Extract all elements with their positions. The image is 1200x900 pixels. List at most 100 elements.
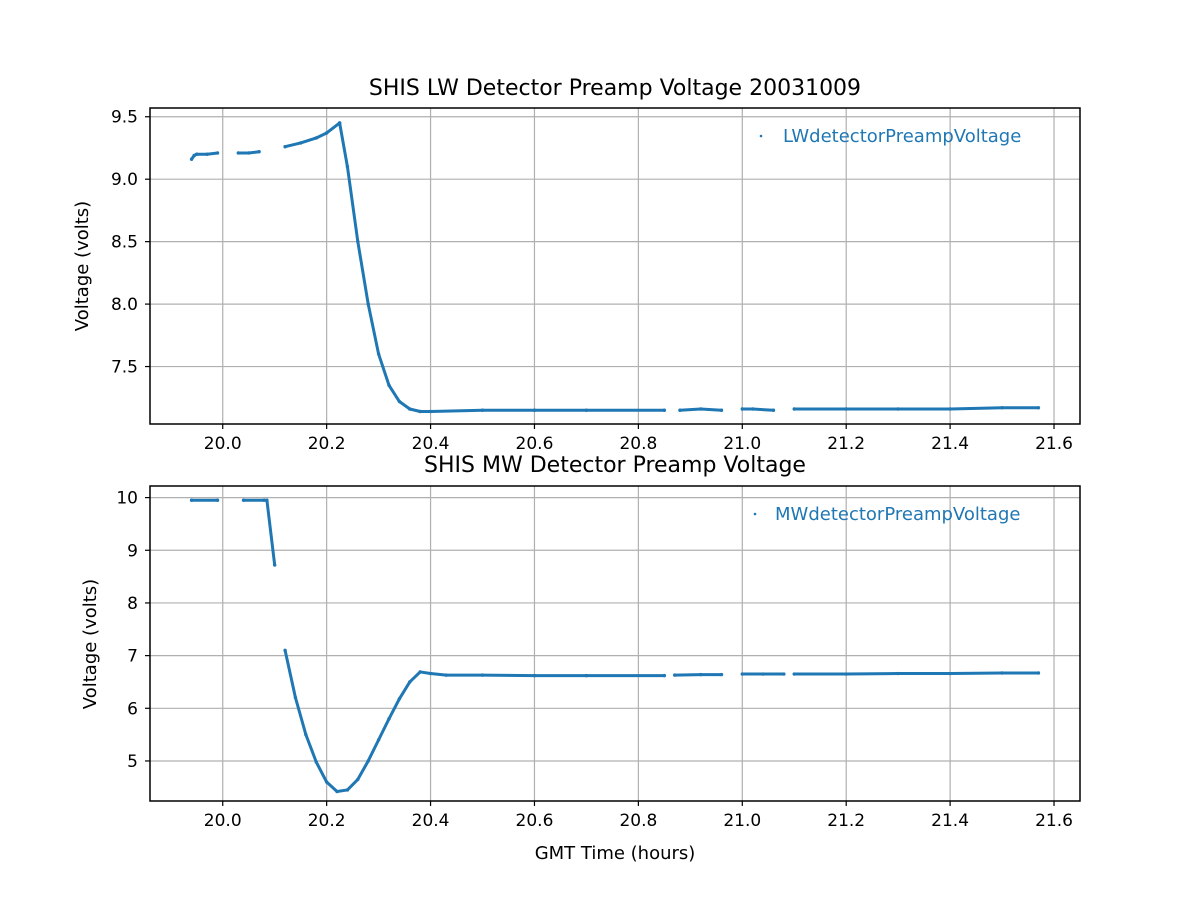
mw-data-trace [418,670,433,676]
lw-y-tick-label: 9.0 [111,170,138,190]
lw-x-tick-label: 21.4 [931,434,969,454]
mw-data-trace [673,673,703,677]
lw-y-tick-label: 8.5 [111,233,138,253]
mw-data-trace [844,672,900,676]
lw-x-tick-label: 21.0 [723,434,761,454]
mw-y-tick-label: 6 [127,699,138,719]
lw-data-point [771,408,776,412]
lw-data-trace [356,240,370,306]
lw-y-axis: 7.5 8.0 8.5 9.0 9.5 [111,108,150,378]
mw-data-trace [265,498,277,567]
lw-data-trace [948,406,1004,411]
lw-data-trace [678,407,703,412]
mw-y-tick-label: 9 [127,541,138,561]
lw-data-trace [408,407,422,414]
lw-data-trace [345,165,360,244]
mw-y-axis: 5 6 7 8 9 10 [116,489,150,772]
mw-data-point [272,563,277,567]
lw-y-tick-label: 9.5 [111,108,138,128]
lw-x-tick-label: 21.2 [827,434,865,454]
mw-grid [150,486,1080,801]
lw-data-point [719,408,724,412]
mw-data-series [189,498,1041,794]
lw-legend: LWdetectorPreampVoltage [759,126,1021,147]
mw-axes-frame [149,485,1081,802]
mw-data-trace [366,738,381,763]
mw-y-tick-label: 7 [127,647,138,667]
mw-data-trace [387,697,401,721]
lw-y-tick-label: 8.0 [111,295,138,315]
lw-data-trace [325,121,342,135]
lw-data-trace [314,131,329,140]
mw-x-tick-label: 20.6 [516,811,554,831]
lw-x-axis: 20.0 20.2 20.4 20.6 20.8 21.0 21.2 21.4 21.6 [204,424,1073,454]
lw-axes-frame [149,107,1081,425]
lw-x-tick-label: 20.0 [204,434,242,454]
lw-legend-marker [759,134,763,138]
mw-x-tick-label: 20.0 [204,811,242,831]
mw-data-point [719,672,724,677]
lw-data-point [215,151,220,155]
mw-data-trace [293,696,308,737]
lw-data-trace [338,121,349,169]
mw-data-point [262,498,267,502]
mw-legend: MWdetectorPreampVoltage [753,504,1020,525]
mw-x-tick-label: 20.8 [619,811,657,831]
mw-data-trace [335,788,349,794]
mw-data-trace [408,670,422,684]
mw-data-trace [283,648,297,700]
lw-x-tick-label: 20.6 [516,434,554,454]
mw-x-tick-label: 21.4 [931,811,969,831]
mw-y-tick-label: 8 [127,594,138,614]
lw-data-trace [247,150,261,155]
lw-data-trace [429,408,485,414]
mw-data-trace [345,777,360,792]
lw-data-trace [699,407,724,412]
mw-data-trace [481,673,536,678]
mw-x-tick-label: 21.0 [723,811,761,831]
lw-x-tick-label: 21.6 [1035,434,1073,454]
mw-data-trace [377,717,391,742]
mw-legend-marker [753,512,757,516]
mw-x-tick-label: 21.6 [1035,811,1073,831]
mw-x-tick-label: 20.2 [308,811,346,831]
mw-data-point [662,673,667,678]
lw-y-axis-label: Voltage (volts) [72,201,93,331]
mw-x-axis-label: GMT Time (hours) [535,843,696,864]
mw-data-trace [948,671,1004,676]
lw-y-tick-label: 7.5 [111,358,138,378]
lw-data-series [189,121,1041,414]
lw-legend-label: LWdetectorPreampVoltage [783,126,1021,147]
lw-subplot: SHIS LW Detector Preamp Voltage 20031009… [72,76,1081,454]
lw-data-trace [283,141,303,149]
lw-data-trace [387,383,401,404]
lw-data-point [662,408,667,412]
lw-data-point [257,150,261,154]
mw-y-axis-label: Voltage (volts) [80,579,101,709]
mw-data-trace [325,780,339,794]
lw-grid [150,108,1080,424]
lw-data-trace [751,407,775,412]
mw-x-tick-label: 20.4 [412,811,450,831]
mw-x-axis: 20.0 20.2 20.4 20.6 20.8 21.0 21.2 21.4 21.6 [204,801,1073,831]
lw-data-trace [377,352,391,387]
mw-y-tick-label: 5 [127,752,138,772]
lw-x-tick-label: 20.4 [412,434,450,454]
mw-x-tick-label: 21.2 [827,811,865,831]
lw-data-point [1036,406,1041,410]
lw-data-trace [397,400,412,411]
mw-data-trace [356,759,370,781]
lw-x-tick-label: 20.8 [619,434,657,454]
mw-data-trace [429,672,448,677]
mw-y-tick-label: 10 [116,489,138,509]
mw-data-point [782,672,786,676]
mw-data-trace [397,680,412,701]
lw-x-tick-label: 20.2 [308,434,346,454]
mw-subplot: SHIS MW Detector Preamp Voltage 20.0 20.2… [80,453,1081,864]
lw-data-trace [205,151,220,156]
mw-data-point [1036,671,1041,675]
mw-data-point [215,498,220,502]
lw-data-trace [366,302,381,356]
